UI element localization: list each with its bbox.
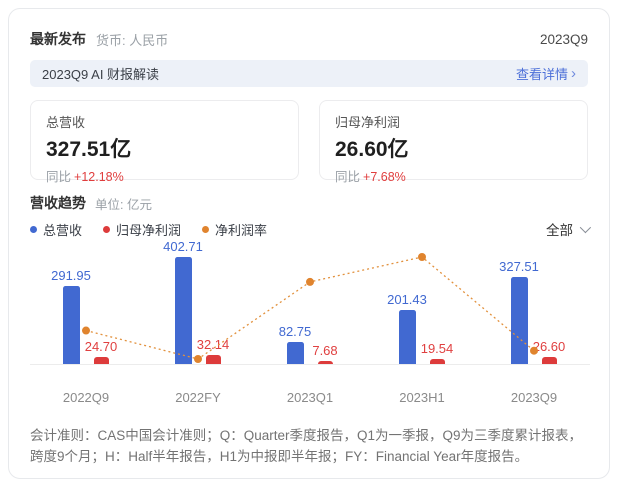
chevron-right-icon: › xyxy=(571,65,576,82)
legend-label: 净利润率 xyxy=(215,222,268,238)
bar-net-profit[interactable] xyxy=(429,359,445,364)
legend-item-net-profit[interactable]: 归母净利润 xyxy=(103,220,181,239)
yoy-value: +12.18% xyxy=(74,170,124,184)
yoy-label: 同比 xyxy=(46,170,72,184)
legend-dot-icon xyxy=(103,225,111,233)
unit-label: 单位: 亿元 xyxy=(95,197,152,212)
bar-revenue[interactable] xyxy=(62,286,80,364)
period-filter-dropdown[interactable]: 全部 xyxy=(546,219,592,239)
card-yoy: 同比 +12.18% xyxy=(46,166,283,185)
legend-dot-icon xyxy=(30,225,37,233)
currency-label: 货币: 人民币 xyxy=(96,32,169,48)
filter-label: 全部 xyxy=(546,223,573,238)
x-axis-label: 2023Q1 xyxy=(286,390,334,405)
yoy-label: 同比 xyxy=(335,170,361,184)
ai-report-banner-title: 2023Q9 AI 财报解读 xyxy=(42,67,160,82)
legend-dot-icon xyxy=(202,225,210,233)
net-margin-point[interactable] xyxy=(530,346,538,355)
summary-cards-row: 总营收 327.51亿 同比 +12.18% 归母净利润 26.60亿 同比 +7.… xyxy=(30,100,588,184)
bar-net-profit[interactable] xyxy=(541,357,557,364)
card-yoy: 同比 +7.68% xyxy=(335,166,572,185)
net-margin-point[interactable] xyxy=(194,355,202,363)
x-axis-label: 2022Q9 xyxy=(62,390,110,405)
x-axis-label: 2023H1 xyxy=(399,390,445,405)
bar-value-label: 24.70 xyxy=(84,339,118,354)
view-details-label: 查看详情 xyxy=(515,67,568,82)
bar-net-profit[interactable] xyxy=(205,355,221,364)
bar-value-label: 19.54 xyxy=(420,341,454,356)
card-value: 327.51亿 xyxy=(46,138,132,161)
bar-net-profit[interactable] xyxy=(317,361,333,364)
bar-value-label: 26.60 xyxy=(532,339,566,354)
view-details-link[interactable]: 查看详情 › xyxy=(516,64,576,83)
chevron-down-icon xyxy=(579,221,592,234)
trend-section-header: 营收趋势 单位: 亿元 xyxy=(30,194,588,212)
latest-release-title: 最新发布 xyxy=(30,31,86,47)
legend-label: 总营收 xyxy=(43,222,83,238)
bar-value-label: 291.95 xyxy=(51,268,91,283)
card-label: 归母净利润 xyxy=(335,115,401,130)
bar-value-label: 201.43 xyxy=(387,292,427,307)
card-label: 总营收 xyxy=(46,115,86,130)
accounting-footnote: 会计准则：CAS中国会计准则；Q：Quarter季度报告，Q1为一季报，Q9为三… xyxy=(30,428,583,464)
x-axis-label: 2022FY xyxy=(175,390,221,405)
net-margin-point[interactable] xyxy=(306,277,314,286)
net-margin-point[interactable] xyxy=(418,253,426,262)
earnings-report-widget: 最新发布 货币: 人民币 2023Q9 2023Q9 AI 财报解读 查看详情 … xyxy=(8,8,610,479)
ai-report-banner[interactable]: 2023Q9 AI 财报解读 查看详情 › xyxy=(30,60,588,87)
report-period: 2023Q9 xyxy=(539,31,588,47)
card-value: 26.60亿 xyxy=(335,138,409,161)
yoy-value: +7.68% xyxy=(363,170,406,184)
bar-value-label: 402.71 xyxy=(163,239,203,254)
x-axis-label: 2023Q9 xyxy=(510,390,558,405)
x-axis-line xyxy=(30,364,590,365)
trend-section-title: 营收趋势 xyxy=(30,195,86,211)
total-revenue-card: 总营收 327.51亿 同比 +12.18% xyxy=(30,100,299,184)
bar-value-label: 327.51 xyxy=(499,259,539,274)
legend-label: 归母净利润 xyxy=(116,222,182,238)
chart-legend: 总营收 归母净利润 净利润率 全部 xyxy=(30,219,592,239)
net-profit-card: 归母净利润 26.60亿 同比 +7.68% xyxy=(319,100,588,184)
legend-item-revenue[interactable]: 总营收 xyxy=(30,220,82,239)
bar-net-profit[interactable] xyxy=(93,357,109,364)
header-row: 最新发布 货币: 人民币 2023Q9 xyxy=(30,30,588,48)
bar-value-label: 7.68 xyxy=(312,343,338,358)
net-margin-point[interactable] xyxy=(82,326,90,335)
bar-value-label: 82.75 xyxy=(278,324,312,339)
revenue-trend-chart: 291.95 24.70 2022Q9 402.71 32.14 2022FY 82.75 7… xyxy=(30,239,590,410)
bar-value-label: 32.14 xyxy=(196,337,230,352)
legend-item-net-margin[interactable]: 净利润率 xyxy=(202,220,267,239)
